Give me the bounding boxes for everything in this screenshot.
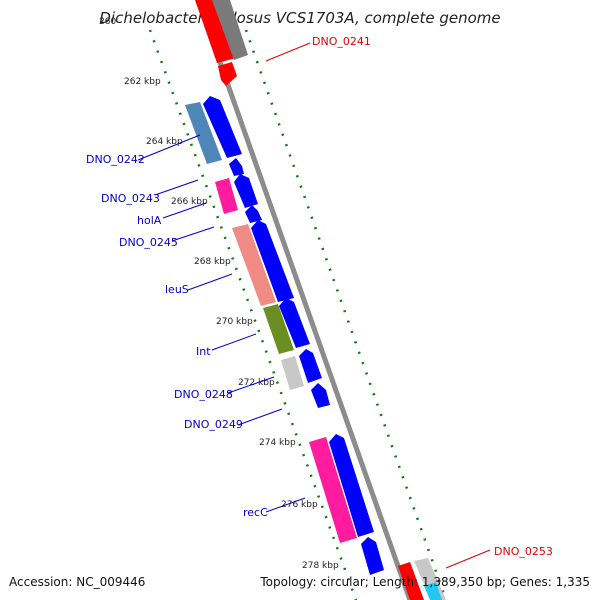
gene-label[interactable]: DNO_0242 — [86, 153, 145, 166]
leader-line — [171, 226, 215, 242]
gene-label[interactable]: DNO_0248 — [174, 388, 233, 401]
cds-arrow[interactable] — [218, 62, 237, 86]
leader-line — [137, 134, 201, 161]
leader-line — [162, 202, 207, 219]
tick-label: 264 kbp — [146, 137, 183, 147]
cds-arrow[interactable] — [279, 298, 310, 348]
gene-label[interactable]: DNO_0245 — [119, 236, 178, 249]
feature-dno-0242[interactable] — [185, 102, 222, 164]
tick-label: 260 — [99, 17, 116, 27]
gene-label[interactable]: DNO_0241 — [312, 35, 371, 48]
cds-arrow[interactable] — [234, 174, 258, 208]
genome-backbone — [195, 0, 413, 600]
gene-label[interactable]: DNO_0249 — [184, 418, 243, 431]
feature-dno-0248[interactable] — [281, 356, 304, 390]
cds-arrow[interactable] — [212, 0, 248, 60]
feature-leus[interactable] — [232, 224, 276, 306]
outer-tick-axis — [244, 29, 448, 600]
cds-arrow[interactable] — [251, 220, 294, 302]
label-leaders — [137, 42, 491, 569]
leader-line — [154, 179, 199, 196]
cds-arrow[interactable] — [329, 434, 374, 537]
cds-arrow[interactable] — [203, 96, 242, 158]
cds-track — [203, 0, 446, 600]
tick-label: 274 kbp — [259, 438, 296, 448]
gene-label[interactable]: DNO_0253 — [494, 545, 553, 558]
tick-label: 268 kbp — [194, 257, 231, 267]
tick-label: 270 kbp — [216, 317, 253, 327]
genome-summary-text: Topology: circular; Length: 1,389,350 bp… — [260, 575, 590, 589]
accession-text: Accession: NC_009446 — [9, 575, 146, 589]
tick-label: 266 kbp — [171, 197, 208, 207]
feature-dno-0241[interactable] — [195, 0, 236, 63]
feature-int[interactable] — [263, 304, 294, 354]
map-title: Dichelobacter nodosus VCS1703A, complete… — [99, 9, 501, 27]
tick-label: 262 kbp — [124, 77, 161, 87]
leader-line — [187, 273, 233, 291]
leader-line — [237, 408, 283, 426]
leader-line — [265, 42, 311, 62]
gene-label[interactable]: holA — [137, 214, 162, 227]
gene-label[interactable]: DNO_0243 — [101, 192, 160, 205]
cds-arrow[interactable] — [311, 383, 330, 408]
tick-label: 278 kbp — [302, 561, 339, 571]
cds-arrow[interactable] — [229, 158, 244, 176]
gene-label[interactable]: leuS — [165, 283, 189, 296]
cds-arrow[interactable] — [398, 562, 424, 600]
gene-labels: DNO_0241 DNO_0242 DNO_0243 holA DNO_0245… — [86, 35, 553, 558]
feature-hola[interactable] — [215, 178, 238, 214]
leader-line — [211, 333, 257, 351]
gene-label[interactable]: Int — [196, 345, 211, 358]
tick-label: 276 kbp — [281, 500, 318, 510]
inner-feature-track — [185, 0, 357, 543]
feature-recc[interactable] — [309, 437, 357, 543]
cds-arrow[interactable] — [424, 582, 442, 600]
leader-line — [265, 497, 306, 513]
leader-line — [227, 376, 275, 394]
cds-arrow[interactable] — [361, 537, 384, 575]
leader-line — [445, 549, 491, 569]
cds-arrow[interactable] — [245, 205, 262, 223]
gene-label[interactable]: recC — [243, 506, 268, 519]
cds-arrow[interactable] — [299, 349, 322, 383]
